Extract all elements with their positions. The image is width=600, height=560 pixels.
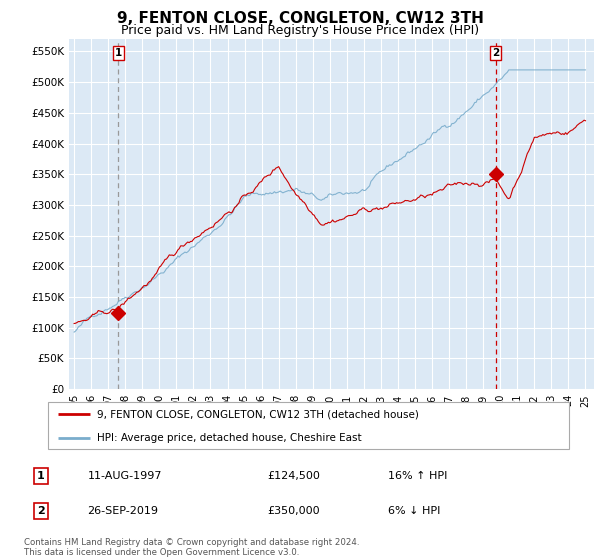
FancyBboxPatch shape <box>47 403 569 449</box>
Text: 6% ↓ HPI: 6% ↓ HPI <box>388 506 440 516</box>
Text: 9, FENTON CLOSE, CONGLETON, CW12 3TH: 9, FENTON CLOSE, CONGLETON, CW12 3TH <box>116 11 484 26</box>
Text: £124,500: £124,500 <box>267 471 320 481</box>
Text: £350,000: £350,000 <box>267 506 320 516</box>
Text: 9, FENTON CLOSE, CONGLETON, CW12 3TH (detached house): 9, FENTON CLOSE, CONGLETON, CW12 3TH (de… <box>97 409 419 419</box>
Text: 11-AUG-1997: 11-AUG-1997 <box>88 471 162 481</box>
Text: 26-SEP-2019: 26-SEP-2019 <box>88 506 158 516</box>
Text: 2: 2 <box>37 506 44 516</box>
Text: 16% ↑ HPI: 16% ↑ HPI <box>388 471 448 481</box>
Text: HPI: Average price, detached house, Cheshire East: HPI: Average price, detached house, Ches… <box>97 433 361 443</box>
Text: 1: 1 <box>115 48 122 58</box>
Text: 1: 1 <box>37 471 44 481</box>
Text: Price paid vs. HM Land Registry's House Price Index (HPI): Price paid vs. HM Land Registry's House … <box>121 24 479 36</box>
Text: Contains HM Land Registry data © Crown copyright and database right 2024.
This d: Contains HM Land Registry data © Crown c… <box>24 538 359 557</box>
Text: 2: 2 <box>492 48 499 58</box>
